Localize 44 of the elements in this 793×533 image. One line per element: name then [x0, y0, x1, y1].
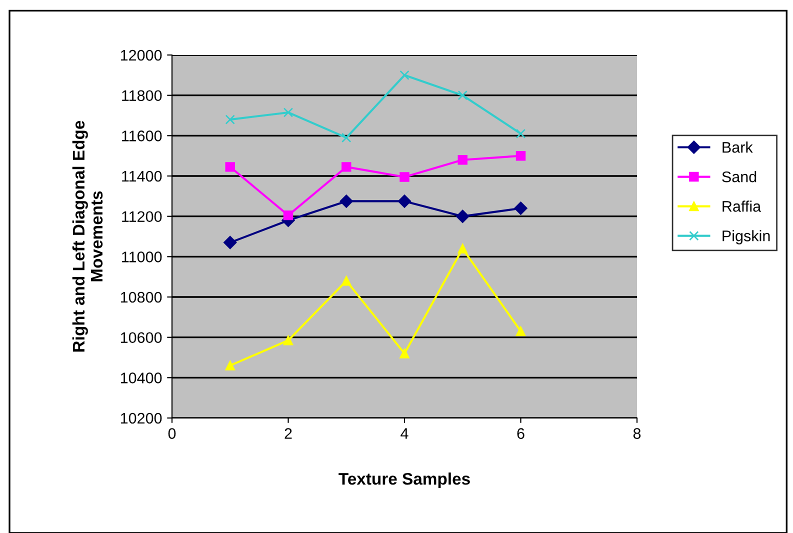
point [458, 244, 468, 254]
point [224, 236, 237, 250]
y-tick-label: 10800 [120, 292, 162, 303]
y-tick-label: 10400 [120, 372, 162, 384]
point [400, 70, 410, 80]
x-axis-title: Texture Samples [338, 472, 470, 488]
point [283, 108, 294, 118]
y-tick-label: 10200 [120, 412, 162, 424]
legend-label: Sand [722, 171, 756, 182]
y-tick-label: 11200 [122, 211, 162, 222]
point [456, 210, 470, 223]
legend-label: Pigskin [722, 230, 770, 244]
legend-label: Bark [722, 142, 753, 153]
y-tick-label: 11600 [122, 130, 162, 142]
point [225, 360, 235, 370]
point [398, 194, 412, 208]
point [283, 210, 294, 220]
x-tick-label: 6 [517, 428, 524, 439]
point [458, 155, 468, 165]
point [514, 202, 528, 215]
y-tick-label: 11000 [122, 252, 162, 262]
y-tick-label: 11800 [122, 90, 162, 102]
y-axis-title: Right and Left Diagonal Edge Movements [72, 120, 103, 352]
point [225, 162, 235, 172]
x-tick-label: 0 [168, 428, 176, 439]
x-tick-label: 2 [284, 428, 292, 439]
point [283, 335, 294, 346]
point [516, 150, 526, 161]
y-tick-label: 11400 [122, 170, 162, 182]
point [340, 194, 353, 208]
point [458, 90, 468, 100]
point [342, 132, 352, 143]
point [516, 128, 526, 139]
x-tick-label: 4 [400, 428, 408, 439]
point [400, 172, 410, 182]
point [342, 162, 352, 172]
y-tick-label: 12000 [120, 50, 162, 61]
point [225, 114, 235, 124]
x-tick-label: 8 [633, 428, 641, 439]
y-tick-label: 10600 [120, 332, 162, 344]
legend-label: Raffia [722, 200, 762, 212]
point [400, 348, 410, 358]
point [516, 326, 526, 336]
point [342, 276, 352, 286]
